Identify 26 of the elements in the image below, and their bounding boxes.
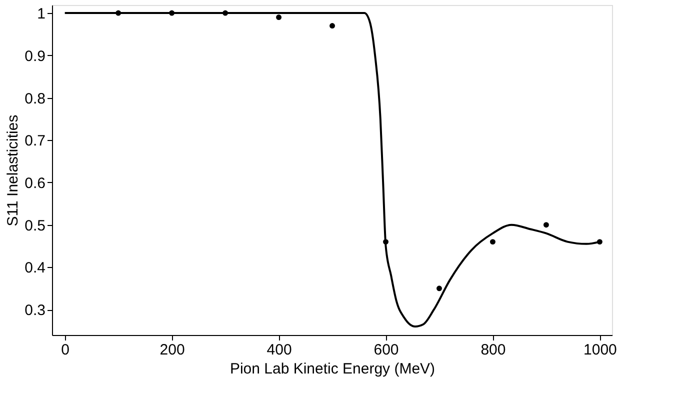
point xyxy=(330,23,336,28)
point xyxy=(490,239,496,245)
y-tick-label: 0.9 xyxy=(24,48,46,65)
y-tick-label: 0.4 xyxy=(24,260,46,277)
point xyxy=(436,286,442,292)
y-tick-label: 0.3 xyxy=(24,302,46,320)
point xyxy=(383,239,388,245)
x-tick-label: 800 xyxy=(480,342,506,358)
y-tick-label: 1 xyxy=(37,6,46,23)
point xyxy=(276,14,282,20)
point xyxy=(596,239,602,245)
y-axis-title: S11 Inelasticities xyxy=(4,114,22,226)
y-tick-label: 0.7 xyxy=(24,132,46,150)
y-tick-label: 0.6 xyxy=(24,174,46,192)
x-tick-label: 200 xyxy=(160,342,185,358)
x-axis-title: Pion Lab Kinetic Energy (MeV) xyxy=(230,360,436,378)
point xyxy=(222,10,228,16)
x-tick-label: 1000 xyxy=(584,342,617,358)
x-tick-label: 400 xyxy=(266,342,292,358)
y-tick-label: 0.5 xyxy=(24,217,46,234)
x-tick-label: 600 xyxy=(374,342,399,358)
point xyxy=(169,10,175,16)
point xyxy=(116,10,122,16)
y-tick-label: 0.8 xyxy=(24,90,46,108)
x-tick-label: 0 xyxy=(61,342,70,358)
point xyxy=(543,222,549,228)
